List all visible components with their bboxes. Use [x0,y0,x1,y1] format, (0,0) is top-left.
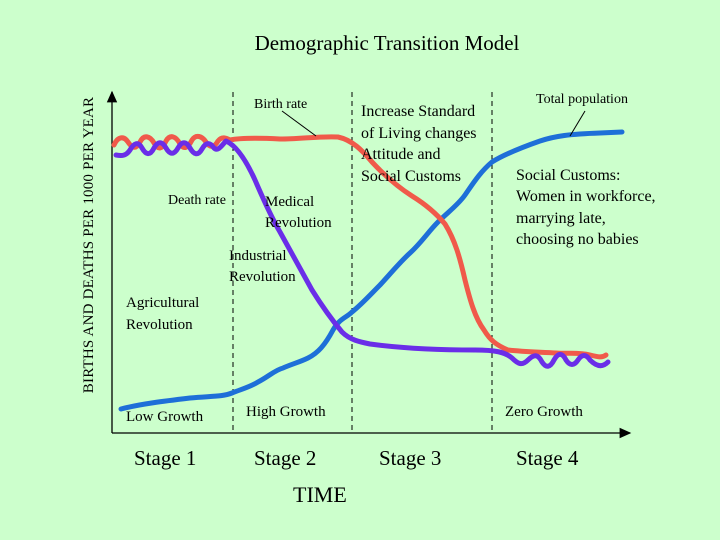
stage-label-4: Stage 4 [516,446,579,470]
growth-label-low: Low Growth [126,409,204,425]
living-standard-label: Increase Standard of Living changes Atti… [361,103,481,185]
birth-rate-label: Birth rate [254,97,307,112]
medical-revolution-label: Medical Revolution [265,194,332,231]
total-population-pointer [569,110,586,137]
y-axis-label: BIRTHS AND DEATHS PER 1000 PER YEAR [81,97,97,393]
stage-label-3: Stage 3 [379,446,441,470]
birth-rate-curve [111,133,609,360]
diagram-title: Demographic Transition Model [255,31,520,55]
stage-label-1: Stage 1 [134,446,196,470]
stage-label-2: Stage 2 [254,446,316,470]
death-rate-curve [113,138,611,369]
industrial-revolution-label: Industrial Revolution [229,248,296,285]
total-population-label: Total population [536,92,628,107]
x-axis-label: TIME [293,482,347,507]
agricultural-revolution-label: Agricultural Revolution [126,295,203,333]
death-rate-label: Death rate [168,193,226,208]
total-population-curve [118,129,625,412]
social-customs-label: Social Customs: Women in workforce, marr… [516,167,660,248]
growth-label-high: High Growth [246,404,326,420]
birth-rate-pointer [281,110,317,137]
growth-label-zero: Zero Growth [505,404,583,420]
